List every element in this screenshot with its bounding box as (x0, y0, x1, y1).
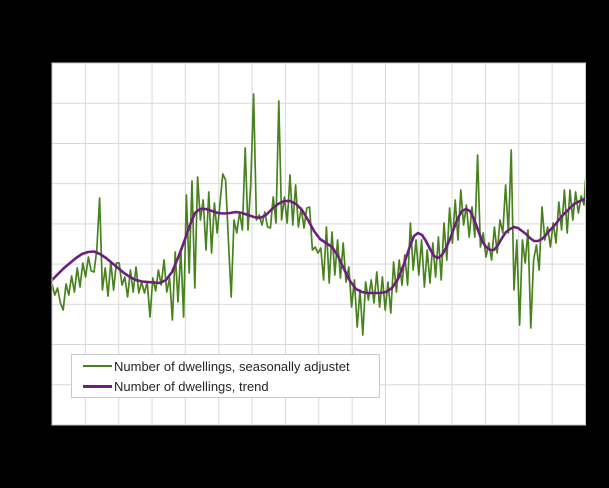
legend-item-seasonal[interactable]: Number of dwellings, seasonally adjustet (72, 356, 379, 376)
trend-series-line (50, 197, 587, 295)
legend-label-trend: Number of dwellings, trend (114, 378, 269, 394)
plot-border (51, 62, 586, 426)
series-group (50, 93, 587, 336)
seasonal-series-swatch (83, 365, 112, 367)
legend: Number of dwellings, seasonally adjustet… (71, 354, 380, 398)
trend-series-swatch (83, 384, 112, 388)
legend-item-trend[interactable]: Number of dwellings, trend (72, 376, 379, 396)
seasonal-series-line (51, 93, 587, 336)
legend-label-seasonal: Number of dwellings, seasonally adjustet (114, 358, 350, 374)
